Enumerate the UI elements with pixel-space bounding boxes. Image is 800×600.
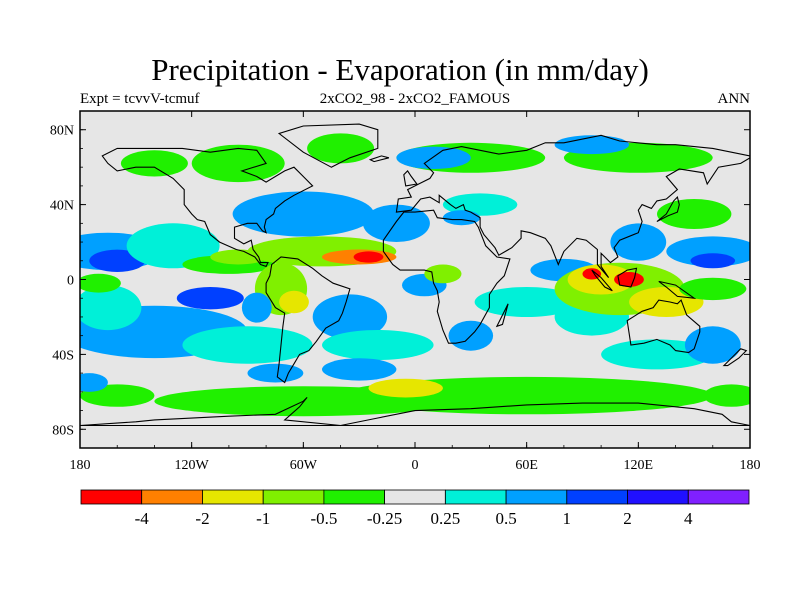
- field-patch: [353, 251, 384, 263]
- colorbar-label: -4: [135, 509, 150, 528]
- chart-title: Precipitation - Evaporation (in mm/day): [151, 52, 649, 87]
- axes-layer: 180 120W 60W 0 60E 120E 180 80N 40N 0 40S 80S: [50, 110, 761, 473]
- season-label: ANN: [717, 91, 751, 107]
- field-patch: [703, 384, 750, 407]
- field-patch: [322, 330, 434, 360]
- colorbar: -4 -2 -1 -0.5 -0.25 0.25 0.5 1 2 4: [80, 489, 750, 528]
- coastline: [382, 209, 511, 344]
- x-tick-label: 0: [412, 458, 419, 473]
- y-tick-label: 40S: [52, 348, 74, 363]
- field-patch: [80, 285, 142, 331]
- colorbar-swatch: [687, 489, 750, 505]
- colorbar-label: -0.25: [367, 509, 402, 528]
- field-patch: [684, 326, 741, 364]
- coastline: [495, 303, 509, 328]
- coastline: [656, 196, 680, 222]
- coastline: [395, 134, 750, 278]
- field-patch: [191, 144, 285, 183]
- field-patch: [368, 378, 443, 398]
- coastline: [277, 123, 379, 168]
- field-patch: [554, 135, 629, 155]
- y-tick-label: 80S: [52, 423, 74, 438]
- colorbar-swatch: [505, 489, 568, 505]
- field-patch: [614, 272, 644, 287]
- field-patch: [322, 358, 397, 381]
- coastline: [658, 280, 697, 299]
- coastline: [368, 155, 390, 163]
- colorbar-swatch: [202, 489, 264, 505]
- colorbar-label: 4: [684, 509, 693, 528]
- colorbar-label: 2: [623, 509, 632, 528]
- field-layer: [80, 133, 750, 417]
- field-patch: [307, 133, 375, 164]
- colorbar-swatch: [384, 489, 446, 505]
- y-tick-label: 40N: [50, 199, 74, 214]
- colorbar-swatch: [323, 489, 385, 505]
- x-tick-label: 60W: [290, 458, 318, 473]
- coastline: [722, 348, 748, 367]
- field-patch: [601, 339, 713, 370]
- colorbar-label: -1: [256, 509, 270, 528]
- y-tick-label: 0: [67, 274, 74, 289]
- x-tick-label: 60E: [515, 458, 538, 473]
- colorbar-label: 0.25: [431, 509, 461, 528]
- field-patch: [182, 326, 313, 364]
- field-patch: [582, 268, 602, 280]
- field-patch: [312, 294, 388, 340]
- field-patch: [176, 287, 244, 310]
- coastline: [403, 170, 418, 187]
- field-patch: [657, 199, 732, 229]
- coastline: [591, 269, 613, 292]
- coastline: [80, 397, 750, 427]
- x-tick-label: 120W: [175, 458, 210, 473]
- colorbar-swatch: [444, 489, 507, 505]
- field-patch: [679, 277, 747, 301]
- x-tick-label: 120E: [624, 458, 654, 473]
- colorbar-swatch: [141, 489, 203, 505]
- colorbar-label: 1: [563, 509, 572, 528]
- field-patch: [241, 292, 272, 323]
- colorbar-swatch: [80, 489, 143, 505]
- field-patch: [126, 223, 220, 269]
- field-patch: [120, 150, 188, 177]
- field-patch: [474, 287, 579, 317]
- x-tick-label: 180: [70, 458, 91, 473]
- field-patch: [424, 264, 462, 284]
- colorbar-swatch: [262, 489, 325, 505]
- field-patch: [247, 363, 304, 383]
- field-patch: [396, 146, 471, 169]
- field-patch: [442, 210, 481, 226]
- coastline-layer: [80, 123, 750, 427]
- colorbar-label: -0.5: [310, 509, 337, 528]
- coastline: [265, 256, 351, 384]
- colorbar-label: 0.5: [495, 509, 516, 528]
- coastline: [626, 299, 701, 354]
- experiment-label: Expt = tcvvV-tcmuf: [80, 91, 200, 107]
- colorbar-swatch: [627, 489, 689, 505]
- coastline: [101, 147, 314, 268]
- field-patch: [610, 223, 667, 261]
- field-patch: [690, 253, 736, 269]
- field-patch: [80, 273, 121, 293]
- comparison-label: 2xCO2_98 - 2xCO2_FAMOUS: [319, 91, 511, 107]
- colorbar-swatch: [566, 489, 628, 505]
- colorbar-label: -2: [195, 509, 209, 528]
- y-tick-label: 80N: [50, 124, 74, 139]
- field-patch: [232, 191, 374, 237]
- field-patch: [362, 204, 430, 242]
- field-patch: [80, 373, 108, 392]
- coastline: [617, 267, 638, 288]
- x-tick-label: 180: [740, 458, 761, 473]
- field-patch: [279, 290, 309, 314]
